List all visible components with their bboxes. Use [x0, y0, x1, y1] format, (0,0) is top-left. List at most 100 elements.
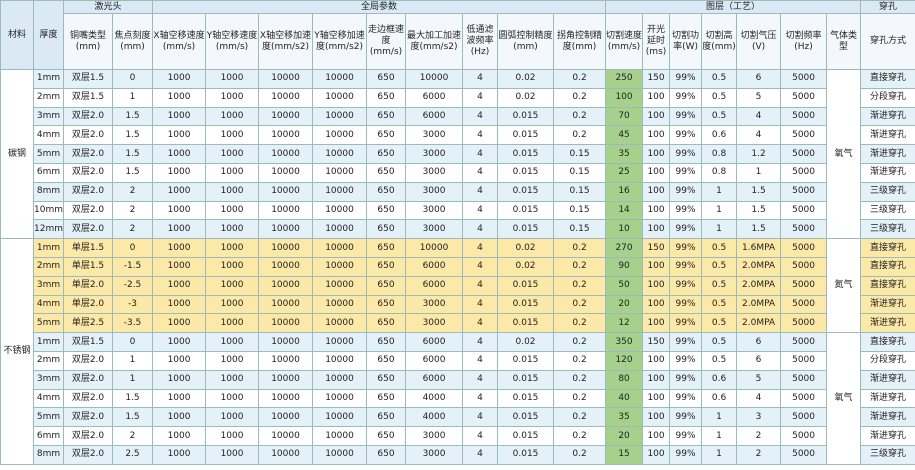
cell: 3000 [405, 125, 464, 146]
cell: 1000 [152, 238, 207, 258]
group-header-row: 材料 厚度 激光头 全局参数 图层（工艺） 穿孔 [0, 0, 915, 70]
cell: 99% [669, 162, 703, 183]
cell: 5000 [780, 181, 828, 202]
cell: 100 [642, 87, 671, 108]
cell: 三级穿孔 [860, 200, 915, 221]
cell: 5000 [780, 125, 828, 146]
cell: 4 [462, 181, 499, 202]
cell: 100 [642, 106, 671, 127]
cell: 0.6 [701, 369, 738, 390]
cell: 1000 [205, 87, 260, 108]
cell: 6 [736, 332, 782, 352]
cell: -3 [111, 294, 154, 315]
cell: 4 [462, 313, 499, 334]
cell: 25 [605, 162, 644, 183]
cell: 10000 [258, 313, 314, 334]
cell: 1000 [152, 444, 207, 465]
cell: 0.015 [497, 407, 555, 428]
cell: 5000 [780, 426, 828, 446]
cell: 99% [669, 369, 703, 390]
cell: 3mm [33, 106, 64, 127]
cell: 0.2 [553, 407, 607, 428]
cell: 100 [642, 444, 671, 465]
cell: 0.2 [553, 426, 607, 446]
cell: -1.5 [111, 256, 154, 277]
cell: 4 [462, 106, 499, 127]
column-header: 低通滤波频率(Hz) [462, 13, 499, 70]
cell: 4 [462, 369, 499, 390]
cell: 10000 [312, 388, 368, 409]
cell: 3000 [405, 200, 464, 221]
table-row: 3mm 双层2.0 1 1000 1000 10000 10000 650 6000 4 0.015… [1, 369, 915, 390]
cell: 4 [462, 144, 499, 164]
cell: 0.015 [497, 125, 555, 146]
material: 不锈钢 [0, 238, 34, 465]
group-header: 全局参数 [152, 0, 607, 14]
cell: 0.5 [701, 106, 738, 127]
cell: 1 [701, 444, 738, 465]
cell: 99% [669, 332, 703, 352]
cell: 1000 [152, 200, 207, 221]
cell: 1000 [205, 369, 260, 390]
cell: 80 [605, 369, 644, 390]
cell: 10000 [258, 294, 314, 315]
cell: 100 [642, 369, 671, 390]
cell: 双层2.0 [63, 388, 113, 409]
cell: 35 [605, 144, 644, 164]
cell: 100 [642, 200, 671, 221]
cell: 15 [605, 444, 644, 465]
cell: 5 [736, 87, 782, 108]
cell: 3000 [405, 294, 464, 315]
cell: 0.2 [553, 294, 607, 315]
cell: 2 [111, 181, 154, 202]
cell: 3000 [405, 426, 464, 446]
cell: 250 [605, 69, 644, 89]
cell: 0.5 [701, 350, 738, 371]
cell: 650 [366, 162, 407, 183]
cell: 双层2.0 [63, 125, 113, 146]
cell: 10000 [258, 125, 314, 146]
cell: 双层1.5 [63, 69, 113, 89]
cell: 0.2 [553, 106, 607, 127]
cell: 5000 [780, 200, 828, 221]
cell: 10000 [312, 275, 368, 296]
cell: 10000 [312, 200, 368, 221]
cell: 10000 [312, 219, 368, 240]
cell: 0.2 [553, 125, 607, 146]
cell: 10000 [312, 426, 368, 446]
cell: 650 [366, 313, 407, 334]
cell: 650 [366, 106, 407, 127]
cell: 3000 [405, 144, 464, 164]
cell: 1000 [205, 294, 260, 315]
cell: 99% [669, 238, 703, 258]
cell: 1000 [205, 275, 260, 296]
column-header: Y轴空移速度(mm/s) [205, 13, 260, 70]
cell: 2.0MPA [736, 294, 782, 315]
cell: 1000 [152, 350, 207, 371]
cell: 1000 [152, 426, 207, 446]
table-row: 4mm 双层2.0 1.5 1000 1000 10000 10000 650 4000 4 0.0… [1, 388, 915, 409]
group-header: 图层（工艺） [605, 0, 862, 14]
cell: 4 [462, 388, 499, 409]
cell: 6000 [405, 332, 464, 352]
cell: 10000 [312, 162, 368, 183]
cell: 0 [111, 69, 154, 89]
cell: 3 [736, 407, 782, 428]
cell: 1000 [152, 69, 207, 89]
cell: 4000 [405, 388, 464, 409]
cell: 650 [366, 238, 407, 258]
cell: -3.5 [111, 313, 154, 334]
cell: 10000 [258, 426, 314, 446]
group-header: 激光头 [62, 0, 154, 14]
cell: 3000 [405, 219, 464, 240]
table-row: 6mm 双层2.0 1.5 1000 1000 10000 10000 650 3000 4 0.0… [1, 162, 915, 183]
cell: 4 [462, 407, 499, 428]
cell: 2mm [33, 350, 64, 371]
cell: 650 [366, 256, 407, 277]
cell: 5000 [780, 162, 828, 183]
cell: 5mm [33, 313, 64, 334]
cell: 0.02 [497, 69, 555, 89]
table-row: 12mm 双层2.0 2 1000 1000 10000 10000 650 3000 4 0.01… [1, 219, 915, 240]
cell: 4 [462, 256, 499, 277]
cell: 5000 [780, 219, 828, 240]
